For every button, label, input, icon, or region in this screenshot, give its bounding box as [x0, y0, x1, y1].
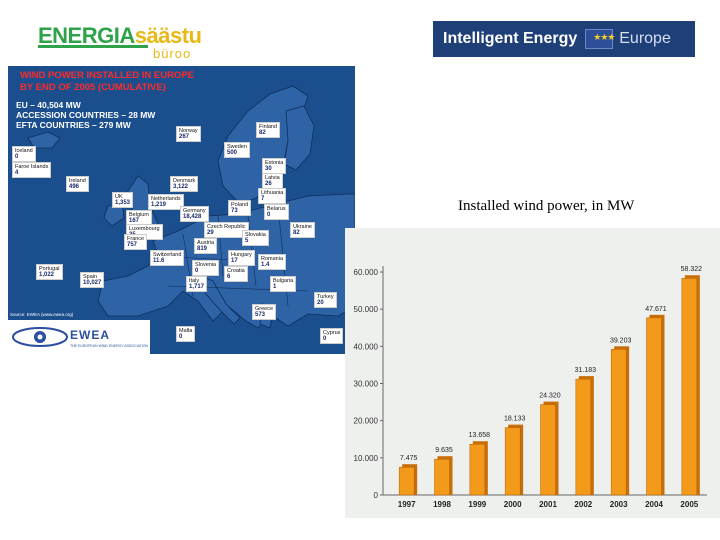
iee-suffix: Europe [619, 30, 671, 47]
country-box-uk: UK 1,353 [112, 192, 134, 208]
bar-chart-svg: 0 10.000 20.000 30.000 40.000 50.000 60.000 7.4… [354, 266, 707, 509]
country-box-ukraine: Ukraine 82 [290, 222, 315, 238]
wind-power-chart: 0 10.000 20.000 30.000 40.000 50.000 60.000 7.4… [345, 228, 720, 518]
country-box-austria: Austria 819 [194, 238, 218, 254]
y-tick-label: 40.000 [354, 342, 379, 351]
bar [434, 458, 450, 496]
country-box-slovenia: Slovenia 0 [192, 260, 220, 276]
x-tick-label: 2001 [539, 500, 557, 509]
map-title-line2: BY END OF 2005 (CUMULATIVE) [20, 82, 166, 93]
energiasaastu-logo: ENERGIAsäästu büroo [38, 23, 202, 64]
x-tick-label: 1997 [398, 500, 416, 509]
country-box-estonia: Estonia 30 [262, 158, 287, 174]
total-efta: EFTA COUNTRIES – 279 MW [16, 120, 131, 130]
bar [610, 349, 627, 496]
europe-wind-map: WIND POWER INSTALLED IN EUROPE BY END OF… [8, 66, 355, 354]
country-box-poland: Poland 73 [228, 200, 252, 216]
country-box-latvia: Latvia 26 [262, 173, 283, 189]
iee-text: Intelligent Energy [443, 30, 578, 47]
x-tick-label: 1999 [468, 500, 486, 509]
data-label: 13.658 [469, 432, 491, 439]
country-box-netherlands: Netherlands 1,219 [148, 194, 184, 210]
data-label: 18.133 [504, 416, 526, 423]
data-label: 24.320 [539, 393, 561, 400]
map-source: Source: EWEA (www.ewea.org) [10, 312, 74, 317]
country-box-italy: Italy 1,717 [186, 276, 208, 292]
bar [681, 277, 698, 496]
country-box-belarus: Belarus 0 [264, 204, 289, 220]
map-totals: EU – 40,504 MW ACCESSION COUNTRIES – 28 … [16, 100, 155, 130]
y-tick-label: 60.000 [354, 268, 379, 277]
country-box-lithuania: Lithuania 7 [258, 188, 287, 204]
x-tick-label: 2005 [680, 500, 698, 509]
y-tick-label: 0 [374, 491, 379, 500]
country-box-germany: Germany 18,428 [180, 206, 209, 222]
country-box-cyprus: Cyprus 0 [320, 328, 344, 344]
chart-caption: Installed wind power, in MW [458, 198, 635, 214]
data-label: 31.183 [575, 367, 597, 374]
country-box-slovakia: Slovakia 5 [242, 230, 269, 246]
data-label: 58.322 [681, 266, 703, 273]
country-box-turkey: Turkey 20 [314, 292, 337, 308]
ewea-logo: EWEA THE EUROPEAN WIND ENERGY ASSOCIATIO… [8, 320, 150, 354]
country-box-spain: Spain 10,027 [80, 272, 105, 288]
country-box-sweden: Sweden 500 [224, 142, 250, 158]
country-box-faroe: Faroe Islands 4 [12, 162, 52, 178]
country-box-iceland: Iceland 0 [12, 146, 36, 162]
ewea-eye-icon [12, 327, 68, 347]
y-tick-label: 30.000 [354, 380, 379, 389]
map-title-line1: WIND POWER INSTALLED IN EUROPE [20, 70, 194, 81]
y-tick-label: 10.000 [354, 454, 379, 463]
x-tick-label: 2003 [610, 500, 628, 509]
x-tick-label: 2004 [645, 500, 663, 509]
country-box-finland: Finland 82 [256, 122, 281, 138]
country-box-ireland: Ireland 496 [66, 176, 89, 192]
data-label: 39.203 [610, 337, 632, 344]
country-box-belgium: Belgium 167 [126, 210, 152, 226]
country-box-romania: Romania 1.4 [258, 254, 287, 270]
bar [504, 427, 521, 496]
country-box-denmark: Denmark 3,122 [170, 176, 199, 192]
bar [575, 378, 592, 496]
intelligent-energy-europe-logo: Intelligent Energy ★★★ Europe [433, 21, 695, 57]
data-label: 7.475 [400, 455, 418, 462]
logo-sub: büroo [153, 46, 192, 61]
country-box-portugal: Portugal 1,022 [36, 264, 63, 280]
logo-part1: ENERGIA [38, 23, 135, 48]
data-label: 47.671 [645, 306, 667, 313]
country-box-norway: Norway 267 [176, 126, 201, 142]
x-tick-label: 1998 [433, 500, 451, 509]
x-tick-label: 2000 [504, 500, 522, 509]
bar [646, 317, 662, 496]
bar [398, 466, 415, 496]
country-box-france: France 757 [124, 234, 148, 250]
total-eu: EU – 40,504 MW [16, 100, 81, 110]
country-box-hungary: Hungary 17 [228, 250, 255, 266]
bar [469, 443, 486, 496]
eu-flag-icon: ★★★ [585, 29, 615, 49]
logo-part2: säästu [134, 23, 202, 48]
ewea-sub: THE EUROPEAN WIND ENERGY ASSOCIATION [70, 344, 149, 348]
map-title: WIND POWER INSTALLED IN EUROPE BY END OF… [20, 70, 194, 94]
y-tick-label: 50.000 [354, 305, 379, 314]
x-tick-label: 2002 [574, 500, 592, 509]
country-box-switzerland: Switzerland 11.6 [150, 250, 185, 266]
bar [540, 404, 556, 496]
country-box-bulgaria: Bulgaria 1 [270, 276, 297, 292]
total-accession: ACCESSION COUNTRIES – 28 MW [16, 110, 156, 120]
ewea-name: EWEA [70, 328, 110, 342]
y-tick-label: 20.000 [354, 417, 379, 426]
country-box-greece: Greece 573 [252, 304, 277, 320]
country-box-malta: Malta 0 [176, 326, 196, 342]
logo-underline [38, 45, 148, 48]
data-label: 9.635 [435, 447, 453, 454]
country-box-croatia: Croatia 6 [224, 266, 248, 282]
